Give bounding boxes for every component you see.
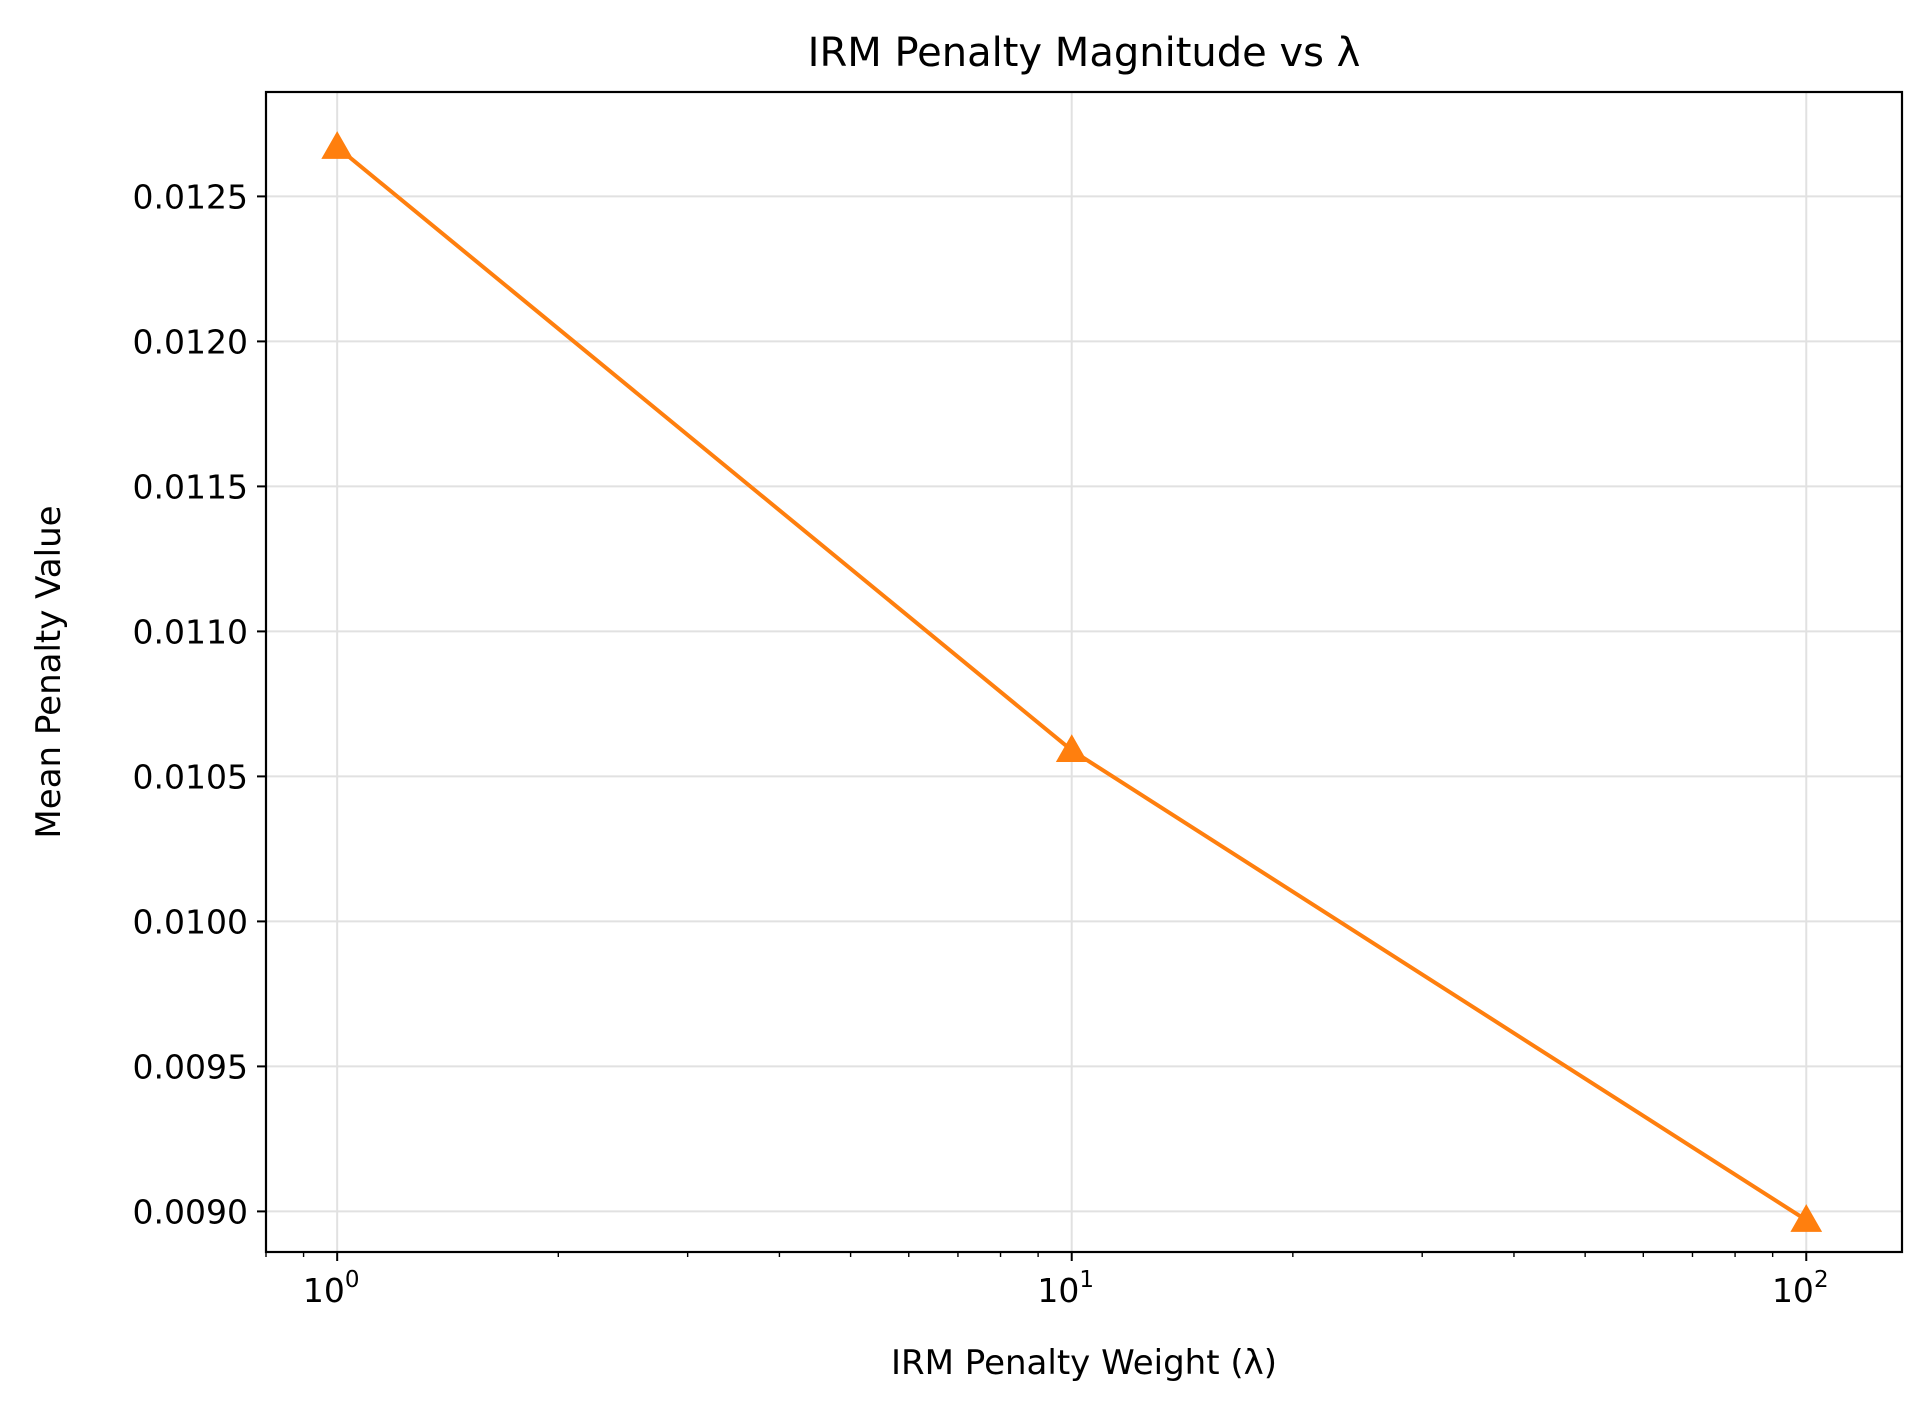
- x-tick-label: 102: [1772, 1267, 1829, 1310]
- chart-title: IRM Penalty Magnitude vs λ: [808, 30, 1361, 76]
- x-tick-exponent: 2: [1814, 1267, 1829, 1293]
- axis-ticks: 0.0090 0.0095 0.0100 0.0105 0.0110 0.0115 0.01…: [133, 177, 1829, 1310]
- x-tick-base: 10: [303, 1271, 345, 1310]
- y-axis-label: Mean Penalty Value: [29, 505, 69, 838]
- plot-frame: [264, 90, 1904, 1254]
- x-tick-exponent: 0: [345, 1267, 360, 1293]
- data-point-marker: [1790, 1204, 1823, 1232]
- data-point-marker: [321, 131, 354, 159]
- y-tick-label: 0.0105: [133, 757, 248, 796]
- x-tick-base: 10: [1772, 1271, 1814, 1310]
- y-tick-label: 0.0120: [133, 322, 248, 361]
- x-tick-base: 10: [1037, 1271, 1079, 1310]
- data-point-marker: [1055, 734, 1088, 763]
- x-tick-label: 100: [303, 1267, 360, 1310]
- grid-lines: [266, 92, 1902, 1252]
- x-tick-label: 101: [1037, 1267, 1094, 1310]
- y-tick-label: 0.0125: [133, 177, 248, 216]
- y-tick-label: 0.0090: [133, 1192, 248, 1231]
- x-tick-exponent: 1: [1079, 1267, 1094, 1293]
- y-tick-label: 0.0115: [133, 467, 248, 506]
- y-tick-label: 0.0100: [133, 902, 248, 941]
- x-axis-label: IRM Penalty Weight (λ): [891, 1343, 1277, 1383]
- y-tick-label: 0.0095: [133, 1047, 248, 1086]
- y-tick-label: 0.0110: [133, 612, 248, 651]
- data-series: [321, 131, 1823, 1232]
